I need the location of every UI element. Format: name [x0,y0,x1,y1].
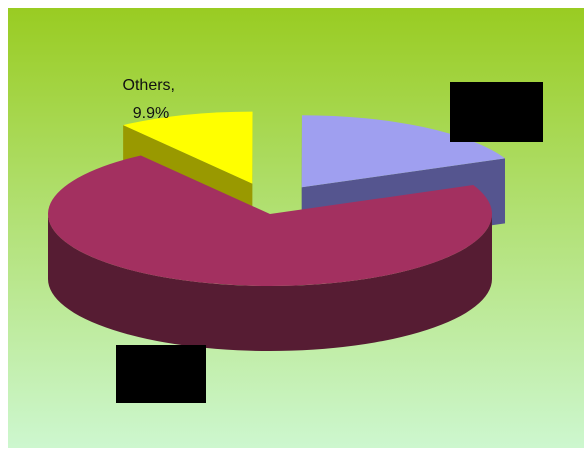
pie-slice-top [47,155,492,287]
redacted-label-box [450,82,543,142]
slice-label-others: Others, 9.9% [123,77,180,122]
pie-slice-top [301,115,506,188]
pie-chart-svg: Others, 9.9% [8,8,584,448]
chart-area: Others, 9.9% [8,8,584,448]
redacted-label-box [116,345,206,403]
pie-slice-side [48,214,492,351]
pie-slice-top [123,111,253,184]
pie-layer [47,111,506,351]
pie-slice [47,155,492,351]
